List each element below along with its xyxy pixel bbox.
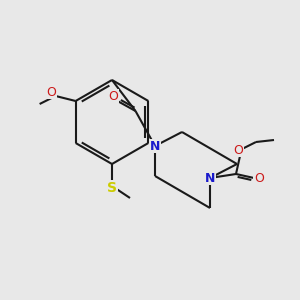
Text: N: N: [150, 140, 160, 152]
Text: O: O: [109, 89, 118, 103]
Text: O: O: [233, 143, 243, 157]
Text: N: N: [205, 172, 215, 184]
Text: S: S: [107, 181, 117, 195]
Text: O: O: [254, 172, 264, 185]
Text: O: O: [47, 85, 57, 98]
